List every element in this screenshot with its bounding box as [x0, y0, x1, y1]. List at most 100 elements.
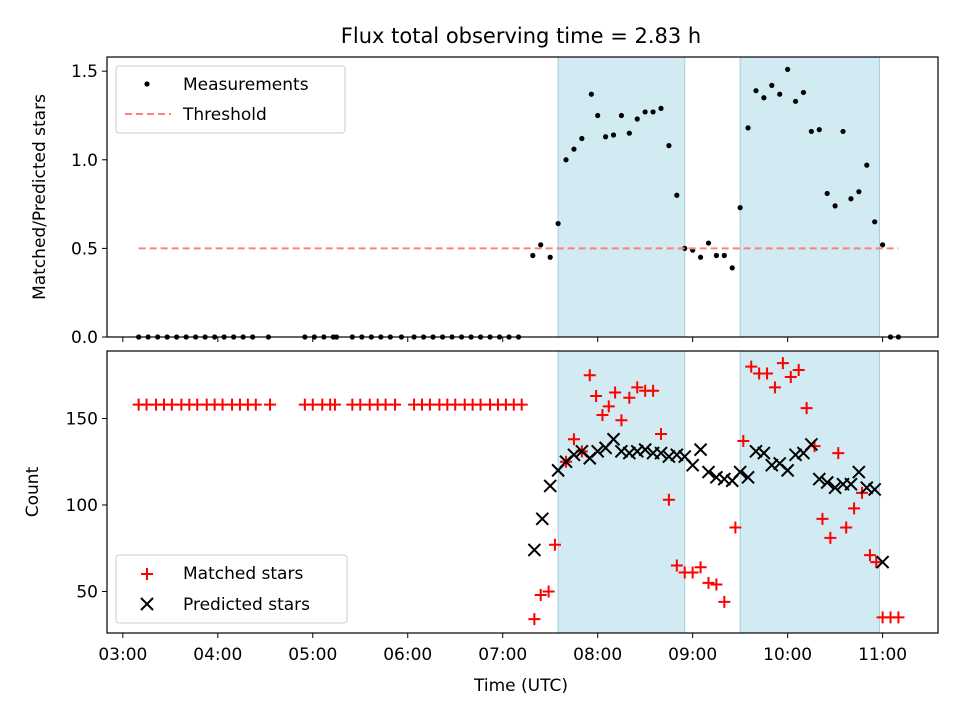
predicted-stars-point: [765, 458, 779, 472]
measurement-point: [618, 112, 625, 119]
bottom-y-axis-label: Count: [23, 466, 43, 517]
shaded-observing-interval: [557, 350, 686, 634]
matched-stars-point: [824, 531, 837, 544]
measurement-point: [824, 190, 830, 197]
measurement-point: [563, 157, 569, 163]
measurement-point: [555, 220, 561, 227]
legend-x-marker: [140, 597, 154, 611]
predicted-stars-point: [567, 448, 581, 462]
matched-stars-point: [596, 409, 609, 422]
y-tick-label: 100: [66, 496, 98, 516]
matched-stars-point: [615, 414, 628, 427]
predicted-stars-point: [535, 512, 549, 526]
measurement-point: [832, 203, 838, 209]
top-panel-frame: [106, 56, 939, 338]
measurement-point: [705, 240, 712, 246]
matched-stars-point: [848, 502, 861, 515]
matched-stars-point: [784, 370, 797, 383]
predicted-stars-point: [741, 470, 755, 485]
matched-stars-point: [655, 428, 667, 441]
measurement-point: [729, 265, 735, 271]
predicted-stars-point: [527, 543, 542, 557]
measurement-point: [603, 134, 609, 140]
matched-stars-point: [670, 559, 683, 572]
predicted-stars-point: [852, 465, 866, 479]
matched-stars-point: [718, 595, 731, 608]
predicted-stars-point: [622, 446, 637, 460]
matched-stars-point: [328, 398, 341, 411]
matched-stars-point: [662, 493, 675, 506]
predicted-stars-point: [749, 444, 763, 459]
top-panel: 0.0 0.5 1.0 1.5 Matched/Predicted stars Mea…: [30, 56, 939, 348]
predicted-stars-point: [654, 446, 668, 460]
x-tick-label: 08:00: [573, 645, 622, 665]
top-legend-box: [115, 65, 346, 134]
measurement-point: [682, 245, 688, 251]
measurement-point: [595, 112, 601, 119]
matched-stars-point: [840, 521, 853, 534]
predicted-stars-point: [590, 444, 605, 459]
predicted-stars-point: [670, 448, 684, 462]
bottom-data-marks: [132, 357, 905, 626]
predicted-stars-point: [757, 446, 771, 460]
matched-stars-point: [389, 398, 402, 411]
predicted-stars-point: [701, 465, 716, 479]
matched-stars-point: [892, 611, 905, 624]
matched-stars-point: [249, 398, 262, 411]
measurement-point: [530, 252, 536, 259]
matched-stars-point: [745, 360, 758, 373]
x-tick-label: 06:00: [383, 645, 432, 665]
bottom-panel-frame: [106, 350, 939, 634]
measurement-point: [761, 95, 767, 101]
y-tick-label: 1.5: [71, 62, 98, 82]
measurement-point: [872, 219, 878, 225]
predicted-stars-point: [867, 482, 882, 497]
x-tick-label: 09:00: [668, 645, 717, 665]
bottom-legend: Matched stars Predicted stars: [115, 554, 348, 624]
y-tick-label: 1.0: [71, 151, 98, 171]
measurement-point: [547, 254, 553, 260]
measurement-point: [634, 116, 640, 122]
predicted-stars-point: [860, 480, 874, 495]
measurement-point: [856, 189, 862, 195]
legend-label-threshold: Threshold: [182, 105, 267, 125]
matched-stars-point: [583, 369, 596, 382]
measurement-point: [588, 91, 594, 97]
matched-stars-point: [816, 512, 829, 525]
matched-stars-point: [534, 588, 547, 601]
measurement-point: [697, 254, 704, 260]
matched-stars-point: [768, 381, 781, 394]
measurement-point: [753, 88, 759, 94]
matched-stars-point: [776, 357, 789, 370]
y-tick-label: 50: [76, 582, 98, 602]
predicted-stars-point: [812, 472, 826, 486]
x-tick-label: 11:00: [858, 645, 907, 665]
x-tick-label: 07:00: [478, 645, 527, 665]
measurement-point: [769, 82, 775, 88]
measurement-point: [666, 143, 672, 149]
measurement-point: [864, 162, 870, 168]
measurement-point: [610, 132, 617, 138]
top-y-ticks: 0.0 0.5 1.0 1.5: [71, 62, 107, 348]
measurement-point: [650, 109, 656, 115]
measurement-point: [777, 91, 783, 97]
matched-stars-point: [542, 585, 555, 598]
matched-stars-point: [792, 364, 805, 377]
matched-stars-point: [609, 386, 622, 399]
legend-label-matched-stars: Matched stars: [183, 564, 303, 584]
predicted-stars-point: [804, 437, 819, 452]
top-legend: Measurements Threshold: [115, 65, 346, 134]
x-axis-label: Time (UTC): [473, 676, 568, 696]
matched-stars-point: [737, 434, 750, 447]
measurement-point: [721, 252, 727, 259]
predicted-stars-point: [614, 444, 629, 459]
x-tick-label: 10:00: [763, 645, 812, 665]
matched-stars-point: [515, 398, 528, 411]
matched-stars-point: [647, 384, 660, 397]
matched-stars-point: [623, 391, 636, 404]
x-tick-label: 04:00: [193, 645, 242, 665]
y-tick-label: 0.5: [71, 239, 98, 259]
matched-stars-point: [264, 398, 277, 411]
legend-label-measurements: Measurements: [183, 75, 309, 95]
